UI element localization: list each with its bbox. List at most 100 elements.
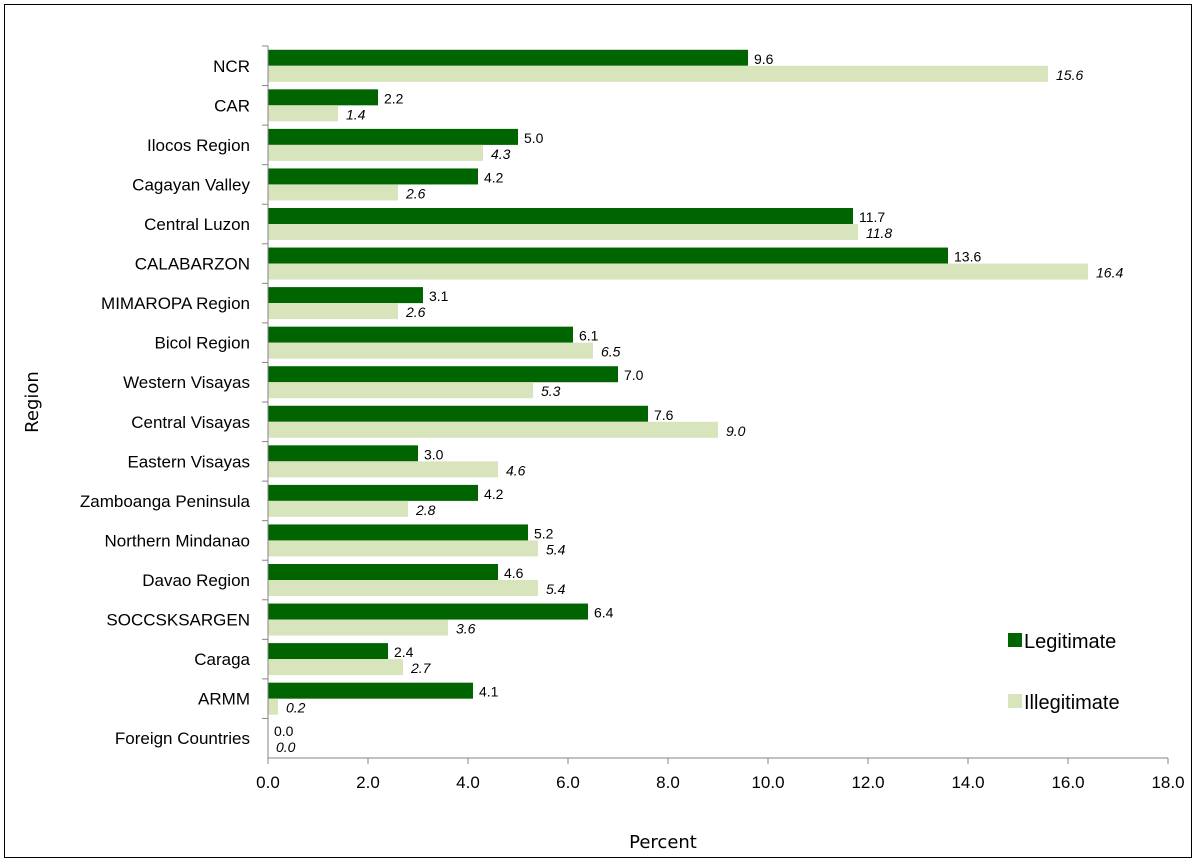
bar-legitimate-central-luzon xyxy=(268,208,853,224)
category-label-bicol-region: Bicol Region xyxy=(155,334,250,353)
data-label-legitimate-caraga: 2.4 xyxy=(394,644,414,660)
data-label-illegitimate-car: 1.4 xyxy=(346,106,366,122)
category-label-cagayan-valley: Cagayan Valley xyxy=(132,175,250,194)
x-tick-label: 12.0 xyxy=(851,773,884,792)
bar-legitimate-ilocos-region xyxy=(268,128,518,145)
category-label-western-visayas: Western Visayas xyxy=(123,373,250,392)
data-label-illegitimate-western-visayas: 5.3 xyxy=(541,383,561,399)
bar-legitimate-cagayan-valley xyxy=(268,168,478,185)
data-label-illegitimate-davao-region: 5.4 xyxy=(546,581,566,597)
bar-illegitimate-mimaropa-region xyxy=(268,303,398,320)
category-label-foreign-countries: Foreign Countries xyxy=(115,729,250,748)
data-label-illegitimate-armm: 0.2 xyxy=(286,700,306,716)
bar-illegitimate-armm xyxy=(268,698,278,715)
data-label-illegitimate-central-visayas: 9.0 xyxy=(726,423,746,439)
bar-illegitimate-caraga xyxy=(268,659,403,676)
bar-illegitimate-western-visayas xyxy=(268,382,533,399)
data-label-legitimate-eastern-visayas: 3.0 xyxy=(424,446,444,462)
x-axis-title: Percent xyxy=(629,832,697,853)
bar-illegitimate-eastern-visayas xyxy=(268,461,498,478)
bar-illegitimate-bicol-region xyxy=(268,342,593,359)
bar-illegitimate-central-visayas xyxy=(268,421,718,438)
data-label-illegitimate-calabarzon: 16.4 xyxy=(1096,265,1123,281)
data-label-legitimate-ilocos-region: 5.0 xyxy=(524,130,544,146)
bar-illegitimate-davao-region xyxy=(268,580,538,596)
bar-illegitimate-central-luzon xyxy=(268,224,858,240)
legend-label-illegitimate: Illegitimate xyxy=(1024,692,1120,714)
category-label-calabarzon: CALABARZON xyxy=(135,255,250,274)
data-label-legitimate-ncr: 9.6 xyxy=(754,51,774,67)
category-label-ilocos-region: Ilocos Region xyxy=(147,136,250,155)
category-label-car: CAR xyxy=(214,96,250,115)
x-tick-label: 2.0 xyxy=(356,773,380,792)
bar-legitimate-ncr xyxy=(268,49,748,66)
legend-label-legitimate: Legitimate xyxy=(1024,631,1116,653)
data-label-illegitimate-foreign-countries: 0.0 xyxy=(276,739,296,755)
bar-legitimate-zamboanga-peninsula xyxy=(268,484,478,501)
bar-legitimate-caraga xyxy=(268,643,388,660)
data-label-legitimate-davao-region: 4.6 xyxy=(504,565,524,581)
data-label-illegitimate-caraga: 2.7 xyxy=(410,660,432,676)
category-label-davao-region: Davao Region xyxy=(142,571,250,590)
data-label-legitimate-cagayan-valley: 4.2 xyxy=(484,169,504,185)
data-label-illegitimate-mimaropa-region: 2.6 xyxy=(405,304,426,320)
bar-illegitimate-soccsksargen xyxy=(268,619,448,636)
category-label-eastern-visayas: Eastern Visayas xyxy=(127,452,250,471)
data-label-illegitimate-northern-mindanao: 5.4 xyxy=(546,541,566,557)
bar-legitimate-mimaropa-region xyxy=(268,287,423,304)
legend: Legitimate Illegitimate xyxy=(1008,631,1120,714)
category-label-northern-mindanao: Northern Mindanao xyxy=(104,531,250,550)
category-label-central-visayas: Central Visayas xyxy=(131,413,250,432)
x-tick-label: 10.0 xyxy=(751,773,784,792)
data-label-legitimate-bicol-region: 6.1 xyxy=(579,328,599,344)
legend-swatch-legitimate xyxy=(1008,633,1022,647)
bar-legitimate-northern-mindanao xyxy=(268,524,528,541)
data-label-legitimate-central-luzon: 11.7 xyxy=(859,209,885,225)
data-label-legitimate-northern-mindanao: 5.2 xyxy=(534,525,554,541)
data-label-legitimate-calabarzon: 13.6 xyxy=(954,249,981,265)
bar-legitimate-calabarzon xyxy=(268,247,948,264)
data-label-legitimate-car: 2.2 xyxy=(384,90,404,106)
data-label-legitimate-zamboanga-peninsula: 4.2 xyxy=(484,486,504,502)
bar-legitimate-eastern-visayas xyxy=(268,445,418,462)
category-label-armm: ARMM xyxy=(198,690,250,709)
x-tick-label: 18.0 xyxy=(1151,773,1184,792)
x-tick-label: 16.0 xyxy=(1051,773,1084,792)
data-label-illegitimate-ilocos-region: 4.3 xyxy=(491,146,511,162)
data-label-illegitimate-eastern-visayas: 4.6 xyxy=(506,462,526,478)
category-label-central-luzon: Central Luzon xyxy=(144,215,250,234)
data-label-illegitimate-cagayan-valley: 2.6 xyxy=(405,185,426,201)
data-label-legitimate-foreign-countries: 0.0 xyxy=(274,723,294,739)
x-tick-label: 8.0 xyxy=(656,773,680,792)
data-labels-layer: 9.6 15.6 2.2 1.4 5.0 4.3 4.2 2.6 11.711.8 13.6 16.… xyxy=(274,51,1123,755)
legend-swatch-illegitimate xyxy=(1008,694,1022,708)
y-axis-title: Region xyxy=(22,371,43,433)
data-label-illegitimate-ncr: 15.6 xyxy=(1056,67,1083,83)
bar-legitimate-davao-region xyxy=(268,564,498,580)
bar-illegitimate-ncr xyxy=(268,65,1048,82)
data-label-illegitimate-soccsksargen: 3.6 xyxy=(456,621,476,637)
data-label-legitimate-western-visayas: 7.0 xyxy=(624,367,644,383)
category-label-soccsksargen: SOCCSKSARGEN xyxy=(106,611,250,630)
category-label-zamboanga-peninsula: Zamboanga Peninsula xyxy=(80,492,251,511)
bar-legitimate-bicol-region xyxy=(268,326,573,343)
x-tick-label: 14.0 xyxy=(951,773,984,792)
category-label-ncr: NCR xyxy=(213,57,250,76)
bar-legitimate-western-visayas xyxy=(268,366,618,383)
bar-illegitimate-cagayan-valley xyxy=(268,184,398,201)
data-label-legitimate-central-visayas: 7.6 xyxy=(654,407,674,423)
x-tick-label: 4.0 xyxy=(456,773,480,792)
data-label-legitimate-soccsksargen: 6.4 xyxy=(594,605,614,621)
bar-illegitimate-northern-mindanao xyxy=(268,540,538,557)
bars-layer xyxy=(268,49,1088,715)
data-label-legitimate-armm: 4.1 xyxy=(479,684,499,700)
bar-illegitimate-car xyxy=(268,105,338,122)
category-label-mimaropa-region: MIMAROPA Region xyxy=(101,294,250,313)
category-label-caraga: Caraga xyxy=(194,650,250,669)
bar-illegitimate-ilocos-region xyxy=(268,144,483,161)
data-label-illegitimate-central-luzon: 11.8 xyxy=(866,225,892,241)
bar-legitimate-soccsksargen xyxy=(268,603,588,620)
x-tick-label: 6.0 xyxy=(556,773,580,792)
x-tick-label: 0.0 xyxy=(256,773,280,792)
